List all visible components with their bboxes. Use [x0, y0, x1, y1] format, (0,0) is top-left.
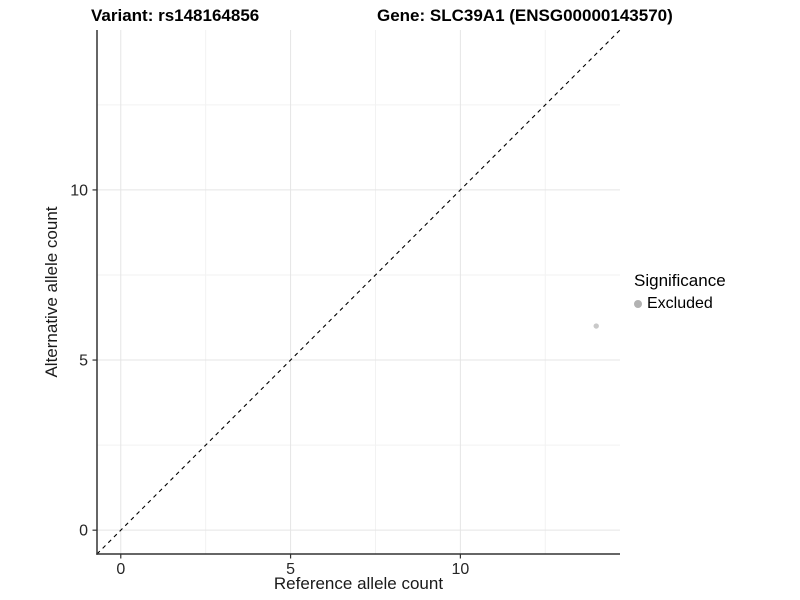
legend-key-dot-icon — [634, 300, 642, 308]
y-axis-title: Alternative allele count — [42, 206, 61, 378]
gene-title: Gene: SLC39A1 (ENSG00000143570) — [377, 6, 673, 25]
variant-title: Variant: rs148164856 — [91, 6, 260, 25]
x-tick-label: 5 — [286, 561, 295, 578]
y-tick-label: 0 — [79, 523, 88, 540]
x-tick-label: 0 — [116, 561, 125, 578]
x-tick-label: 10 — [451, 561, 469, 578]
data-point — [593, 323, 599, 329]
legend-item-label: Excluded — [647, 295, 713, 312]
legend-title: Significance — [634, 271, 726, 290]
x-axis-title: Reference allele count — [273, 574, 444, 593]
y-tick-label: 5 — [79, 353, 88, 370]
identity-reference-line — [96, 29, 621, 555]
legend-item-excluded: Excluded — [634, 295, 726, 313]
y-tick-label: 10 — [70, 182, 88, 199]
legend: Significance Excluded — [634, 271, 726, 313]
